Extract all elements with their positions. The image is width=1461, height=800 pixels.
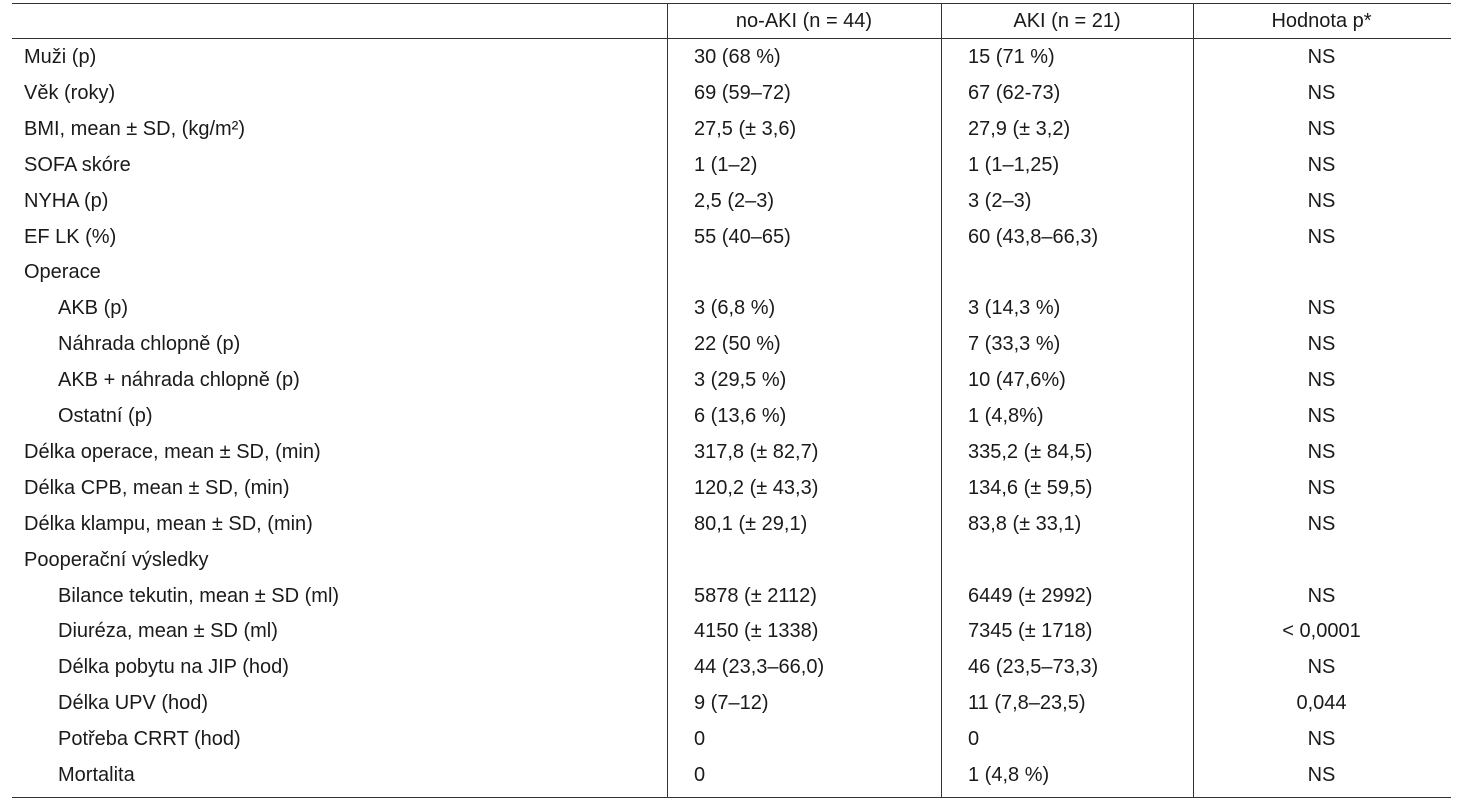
cell-aki: 67 (62-73) [968, 81, 1061, 104]
cell-no-aki: 5878 (± 2112) [694, 584, 817, 607]
cell-no-aki: 3 (29,5 %) [694, 369, 787, 392]
row-label: Délka operace, mean ± SD, (min) [24, 440, 321, 463]
row-label: Délka klampu, mean ± SD, (min) [24, 512, 313, 535]
column-divider [941, 4, 942, 797]
row-label: EF LK (%) [24, 225, 117, 248]
row-label: Pooperační výsledky [24, 548, 209, 571]
cell-aki: 10 (47,6%) [968, 369, 1066, 392]
cell-no-aki: 3 (6,8 %) [694, 297, 776, 320]
cell-aki: 60 (43,8–66,3) [968, 225, 1099, 248]
column-divider [667, 4, 668, 797]
cell-no-aki: 4150 (± 1338) [694, 620, 819, 643]
cell-p-value: NS [1307, 46, 1336, 68]
row-label: Věk (roky) [24, 81, 116, 104]
cell-p-value: NS [1307, 369, 1336, 392]
cell-no-aki: 44 (23,3–66,0) [694, 656, 825, 679]
header-aki: AKI (n = 21) [1013, 10, 1121, 32]
row-label: AKB (p) [58, 297, 129, 320]
cell-aki: 7345 (± 1718) [968, 620, 1093, 643]
cell-aki: 1 (4,8%) [968, 405, 1044, 427]
row-label: Náhrada chlopně (p) [58, 333, 241, 356]
cell-aki: 27,9 (± 3,2) [968, 117, 1071, 140]
cell-p-value: NS [1307, 333, 1336, 356]
cell-p-value: < 0,0001 [1282, 620, 1361, 643]
cell-no-aki: 0 [694, 764, 706, 786]
cell-p-value: NS [1307, 405, 1336, 427]
row-label: Mortalita [58, 764, 135, 786]
cell-no-aki: 9 (7–12) [694, 692, 769, 715]
cell-aki: 83,8 (± 33,1) [968, 512, 1082, 535]
row-label: Potřeba CRRT (hod) [58, 728, 241, 751]
cell-aki: 1 (4,8 %) [968, 764, 1050, 786]
cell-p-value: 0,044 [1296, 692, 1347, 715]
cell-p-value: NS [1307, 297, 1336, 320]
cell-no-aki: 317,8 (± 82,7) [694, 440, 819, 463]
cell-p-value: NS [1307, 225, 1336, 248]
cell-no-aki: 30 (68 %) [694, 46, 781, 68]
cell-no-aki: 55 (40–65) [694, 225, 791, 248]
row-label: Muži (p) [24, 46, 97, 68]
row-label: AKB + náhrada chlopně (p) [58, 369, 300, 392]
column-divider [1193, 4, 1194, 797]
cell-p-value: NS [1307, 512, 1336, 535]
cell-p-value: NS [1307, 117, 1336, 140]
header-p-value: Hodnota p* [1271, 10, 1372, 32]
cell-p-value: NS [1307, 476, 1336, 499]
row-label: Bilance tekutin, mean ± SD (ml) [58, 584, 340, 607]
row-label: Ostatní (p) [58, 405, 153, 427]
cell-p-value: NS [1307, 728, 1336, 751]
cell-no-aki: 80,1 (± 29,1) [694, 512, 808, 535]
cell-aki: 335,2 (± 84,5) [968, 440, 1093, 463]
cell-no-aki: 69 (59–72) [694, 81, 791, 104]
row-label: Operace [24, 261, 101, 284]
header-no-aki: no-AKI (n = 44) [735, 10, 873, 32]
row-label: Délka pobytu na JIP (hod) [58, 656, 289, 679]
row-label: SOFA skóre [24, 153, 131, 176]
cell-aki: 15 (71 %) [968, 46, 1055, 68]
cell-aki: 1 (1–1,25) [968, 153, 1060, 176]
cell-aki: 46 (23,5–73,3) [968, 656, 1099, 679]
cell-aki: 3 (14,3 %) [968, 297, 1061, 320]
cell-aki: 0 [968, 728, 980, 751]
cell-no-aki: 27,5 (± 3,6) [694, 117, 797, 140]
cell-p-value: NS [1307, 656, 1336, 679]
cell-no-aki: 2,5 (2–3) [694, 189, 775, 212]
row-label: Délka UPV (hod) [58, 692, 209, 715]
cell-no-aki: 120,2 (± 43,3) [694, 476, 819, 499]
cell-p-value: NS [1307, 764, 1336, 786]
cell-no-aki: 6 (13,6 %) [694, 405, 787, 427]
cell-no-aki: 1 (1–2) [694, 153, 758, 176]
cell-no-aki: 22 (50 %) [694, 333, 781, 356]
cell-p-value: NS [1307, 81, 1336, 104]
row-label: Délka CPB, mean ± SD, (min) [24, 476, 290, 499]
cell-aki: 11 (7,8–23,5) [968, 692, 1086, 715]
row-label: BMI, mean ± SD, (kg/m²) [24, 117, 246, 140]
cell-p-value: NS [1307, 440, 1336, 463]
cell-p-value: NS [1307, 153, 1336, 176]
cell-p-value: NS [1307, 189, 1336, 212]
row-label: NYHA (p) [24, 189, 109, 212]
cell-aki: 6449 (± 2992) [968, 584, 1093, 607]
cell-aki: 134,6 (± 59,5) [968, 476, 1093, 499]
cell-no-aki: 0 [694, 728, 706, 751]
row-label: Diuréza, mean ± SD (ml) [58, 620, 278, 643]
header-divider [12, 38, 1451, 39]
cell-p-value: NS [1307, 584, 1336, 607]
cell-aki: 7 (33,3 %) [968, 333, 1061, 356]
cell-aki: 3 (2–3) [968, 189, 1032, 212]
data-table: no-AKI (n = 44) AKI (n = 21) Hodnota p* … [12, 3, 1451, 798]
